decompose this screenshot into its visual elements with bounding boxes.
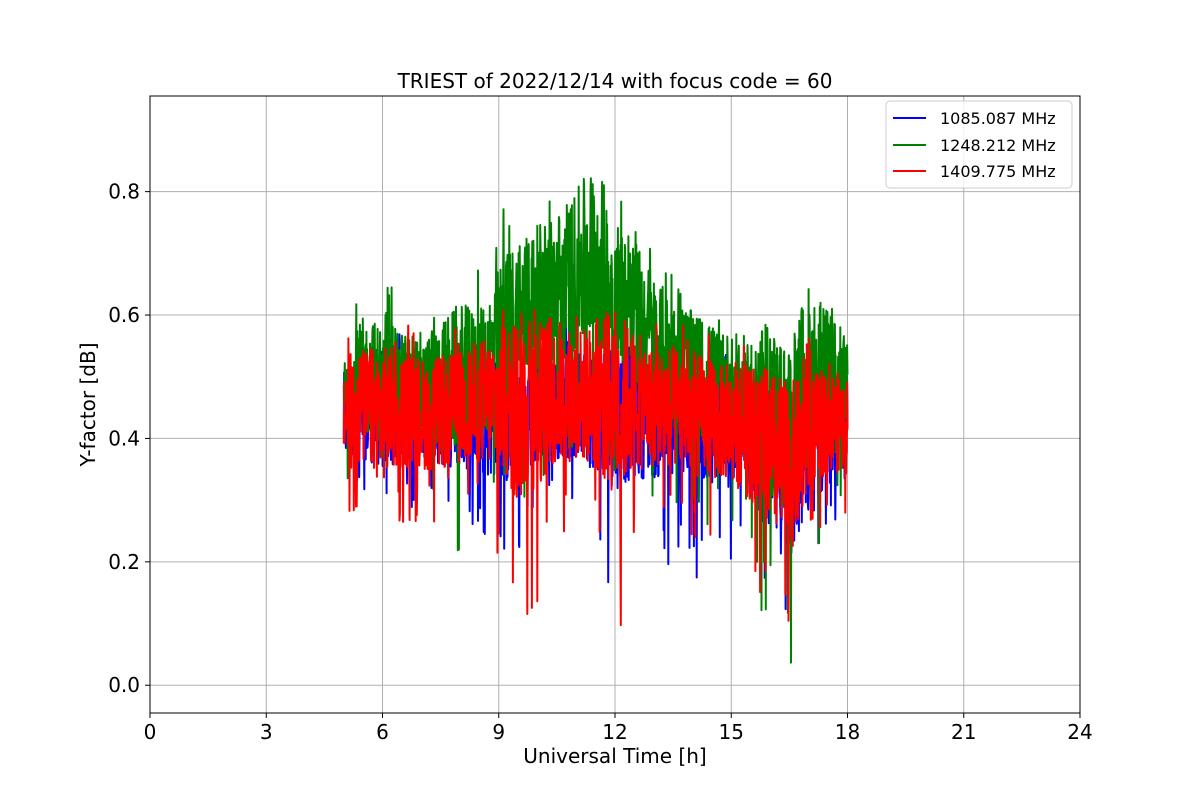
series-line-2 — [342, 308, 849, 627]
x-tick-label: 21 — [951, 720, 976, 744]
y-tick-label: 0.8 — [108, 180, 140, 204]
legend-label-1409: 1409.775 MHz — [940, 162, 1056, 181]
y-tick-label: 0.0 — [108, 673, 140, 697]
x-tick-label: 18 — [835, 720, 860, 744]
x-axis-label: Universal Time [h] — [523, 744, 706, 768]
x-tick-label: 15 — [719, 720, 744, 744]
chart-title: TRIEST of 2022/12/14 with focus code = 6… — [397, 69, 833, 93]
legend-label-1248: 1248.212 MHz — [940, 136, 1056, 155]
x-tick-label: 12 — [602, 720, 627, 744]
legend: 1085.087 MHz 1248.212 MHz 1409.775 MHz — [885, 100, 1073, 189]
ticks: 0 3 6 9 12 15 18 21 24 0.0 0.2 0.4 0.6 0.8 — [108, 180, 1093, 744]
legend-box — [885, 100, 1073, 189]
series-layer — [342, 177, 849, 664]
x-tick-label: 9 — [492, 720, 505, 744]
x-tick-label: 6 — [376, 720, 389, 744]
y-axis-label: Y-factor [dB] — [76, 342, 100, 467]
y-tick-label: 0.6 — [108, 303, 140, 327]
y-tick-label: 0.2 — [108, 550, 140, 574]
y-tick-label: 0.4 — [108, 426, 140, 450]
x-tick-label: 0 — [144, 720, 157, 744]
x-tick-label: 24 — [1067, 720, 1092, 744]
x-tick-label: 3 — [260, 720, 273, 744]
legend-label-1085: 1085.087 MHz — [940, 109, 1056, 128]
